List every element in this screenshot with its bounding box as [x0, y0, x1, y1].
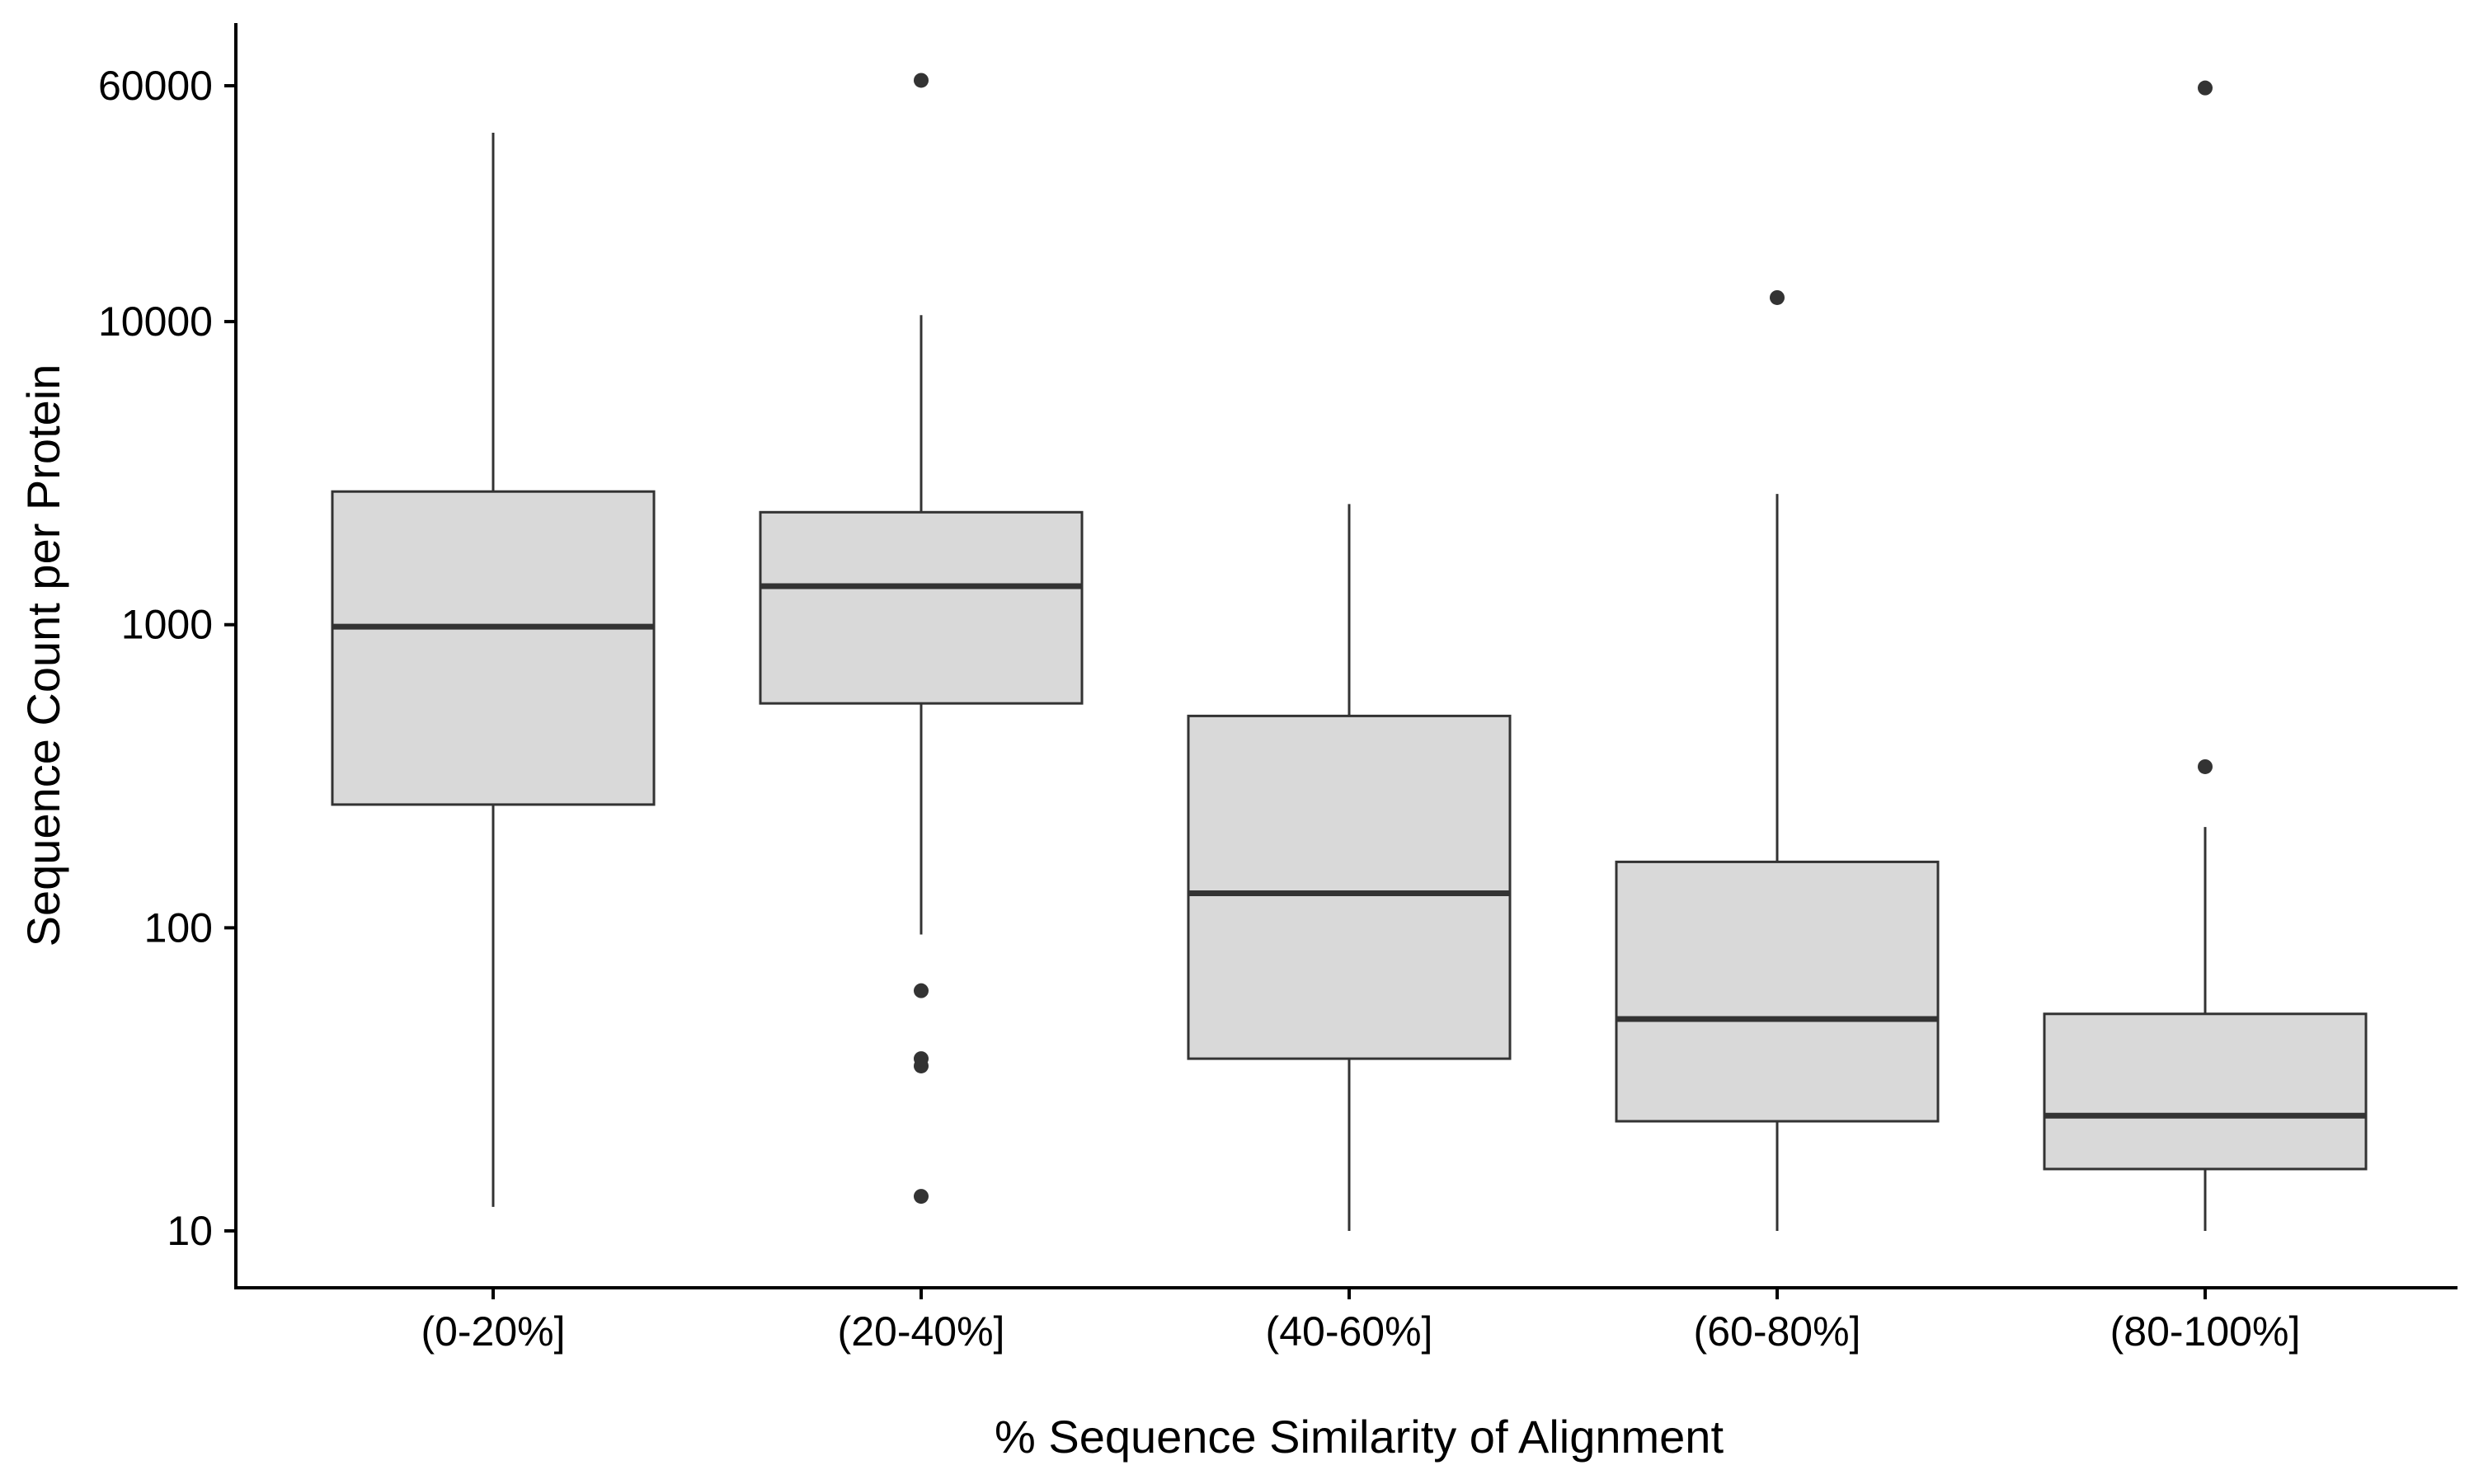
iqr-box — [1187, 714, 1512, 1060]
outlier-point — [1770, 289, 1785, 305]
x-axis-ticks: (0-20%] (20-40%] (40-60%] (60-80%] (80-100%] — [421, 1288, 2300, 1355]
iqr-box — [759, 510, 1084, 705]
y-axis-title: Sequence Count per Protein — [17, 364, 69, 947]
outlier-point — [914, 1189, 929, 1205]
iqr-box — [331, 490, 656, 806]
iqr-box — [2043, 1012, 2368, 1171]
plot-marks — [331, 73, 2368, 1231]
x-tick-label: (80-100%] — [2110, 1308, 2301, 1355]
box-group — [331, 132, 656, 1207]
outlier-point — [2198, 80, 2213, 96]
y-tick-label: 1000 — [121, 602, 213, 648]
box-group — [2043, 80, 2368, 1231]
y-tick-label: 60000 — [98, 63, 213, 109]
outlier-point — [914, 73, 929, 88]
x-tick-label: (20-40%] — [838, 1308, 1005, 1355]
y-tick-label: 10 — [167, 1208, 213, 1254]
x-tick-label: (0-20%] — [421, 1308, 565, 1355]
y-axis-ticks: 10 100 1000 10000 60000 — [98, 63, 236, 1254]
x-tick-label: (40-60%] — [1266, 1308, 1433, 1355]
box-group — [1615, 289, 1940, 1231]
outlier-point — [914, 983, 929, 998]
y-tick-label: 10000 — [98, 298, 213, 345]
x-axis-title: % Sequence Similarity of Alignment — [995, 1411, 1724, 1463]
box-group — [1187, 504, 1512, 1231]
y-tick-label: 100 — [144, 904, 213, 951]
x-tick-label: (60-80%] — [1694, 1308, 1861, 1355]
outlier-point — [914, 1051, 929, 1067]
box-group — [759, 73, 1084, 1205]
iqr-box — [1615, 860, 1940, 1123]
outlier-point — [2198, 758, 2213, 774]
